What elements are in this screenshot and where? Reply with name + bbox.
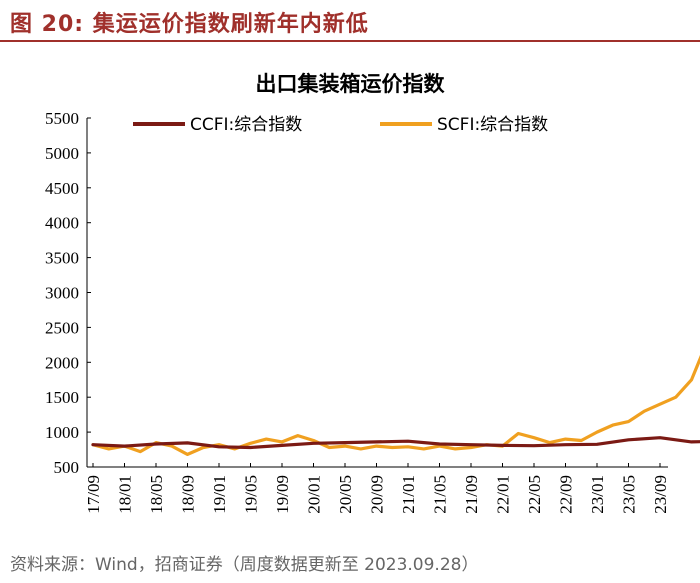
y-tick-label: 5000 (45, 144, 79, 163)
x-tick-label: 20/09 (368, 475, 387, 514)
x-tick-label: 20/05 (336, 475, 355, 514)
y-tick-label: 3500 (45, 249, 79, 268)
y-tick-label: 2500 (45, 318, 79, 337)
title-rule (0, 40, 700, 42)
x-tick-label: 23/09 (651, 475, 670, 514)
x-tick-label: 22/01 (494, 475, 513, 514)
chart-title: 出口集装箱运价指数 (255, 72, 445, 96)
x-tick-label: 17/09 (84, 475, 103, 514)
legend-label-ccfi: CCFI:综合指数 (190, 115, 302, 135)
x-tick-label: 20/01 (305, 475, 324, 514)
figure-title: 图 20: 集运运价指数刷新年内新低 (10, 12, 369, 37)
x-tick-label: 18/01 (116, 475, 135, 514)
x-tick-label: 21/01 (399, 475, 418, 514)
y-tick-label: 1500 (45, 388, 79, 407)
x-tick-label: 21/05 (431, 475, 450, 514)
x-tick-label: 21/09 (462, 475, 481, 514)
x-tick-label: 23/01 (588, 475, 607, 514)
y-tick-label: 2000 (45, 353, 79, 372)
y-tick-label: 500 (54, 458, 80, 477)
x-tick-label: 23/05 (620, 475, 639, 514)
x-tick-label: 19/01 (210, 475, 229, 514)
x-tick-label: 19/05 (242, 475, 261, 514)
series-line-scfi (91, 354, 700, 456)
y-tick-label: 3000 (45, 284, 79, 303)
x-tick-label: 22/05 (525, 475, 544, 514)
y-tick-label: 1000 (45, 423, 79, 442)
x-tick-label: 19/09 (273, 475, 292, 514)
source-note: 资料来源：Wind，招商证券（周度数据更新至 2023.09.28） (10, 555, 479, 575)
x-tick-label: 22/09 (557, 475, 576, 514)
y-tick-label: 4000 (45, 214, 79, 233)
x-tick-label: 18/05 (147, 475, 166, 514)
legend-label-scfi: SCFI:综合指数 (437, 115, 548, 135)
y-tick-label: 4500 (45, 179, 79, 198)
x-tick-label: 18/09 (179, 475, 198, 514)
series-line-ccfi (91, 436, 700, 450)
y-tick-label: 5500 (45, 109, 79, 128)
